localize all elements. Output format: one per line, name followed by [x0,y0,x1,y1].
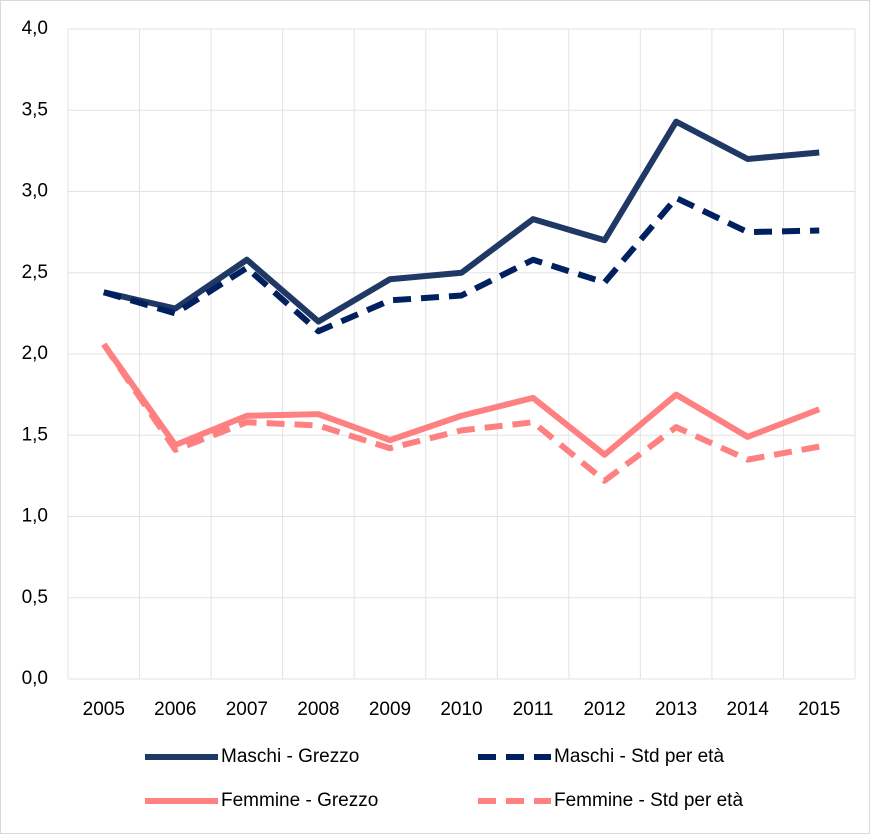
x-tick-label: 2013 [655,699,697,720]
x-tick-label: 2006 [154,699,196,720]
y-tick-label: 4,0 [22,18,48,39]
y-tick-label: 0,5 [22,587,48,608]
legend-label: Maschi - Std per età [554,746,724,767]
x-tick-label: 2015 [798,699,840,720]
legend-label: Maschi - Grezzo [221,746,359,767]
x-tick-label: 2012 [583,699,625,720]
x-tick-label: 2007 [226,699,268,720]
y-tick-label: 3,5 [22,99,48,120]
series-line [101,342,820,484]
series-line [102,195,820,335]
y-tick-label: 3,0 [22,181,48,202]
series-line [103,118,820,325]
legend-label: Femmine - Std per età [554,790,743,811]
x-tick-label: 2010 [440,699,482,720]
x-tick-label: 2008 [297,699,339,720]
x-tick-label: 2005 [83,699,125,720]
y-tick-label: 1,5 [22,424,48,445]
y-tick-label: 2,0 [22,343,48,364]
y-tick-label: 1,0 [22,506,48,527]
series-line [101,342,821,458]
y-tick-label: 2,5 [22,262,48,283]
x-tick-label: 2014 [727,699,770,720]
x-tick-label: 2009 [369,699,411,720]
legend-label: Femmine - Grezzo [221,790,378,811]
y-tick-label: 0,0 [22,668,48,689]
x-tick-label: 2011 [513,699,554,720]
